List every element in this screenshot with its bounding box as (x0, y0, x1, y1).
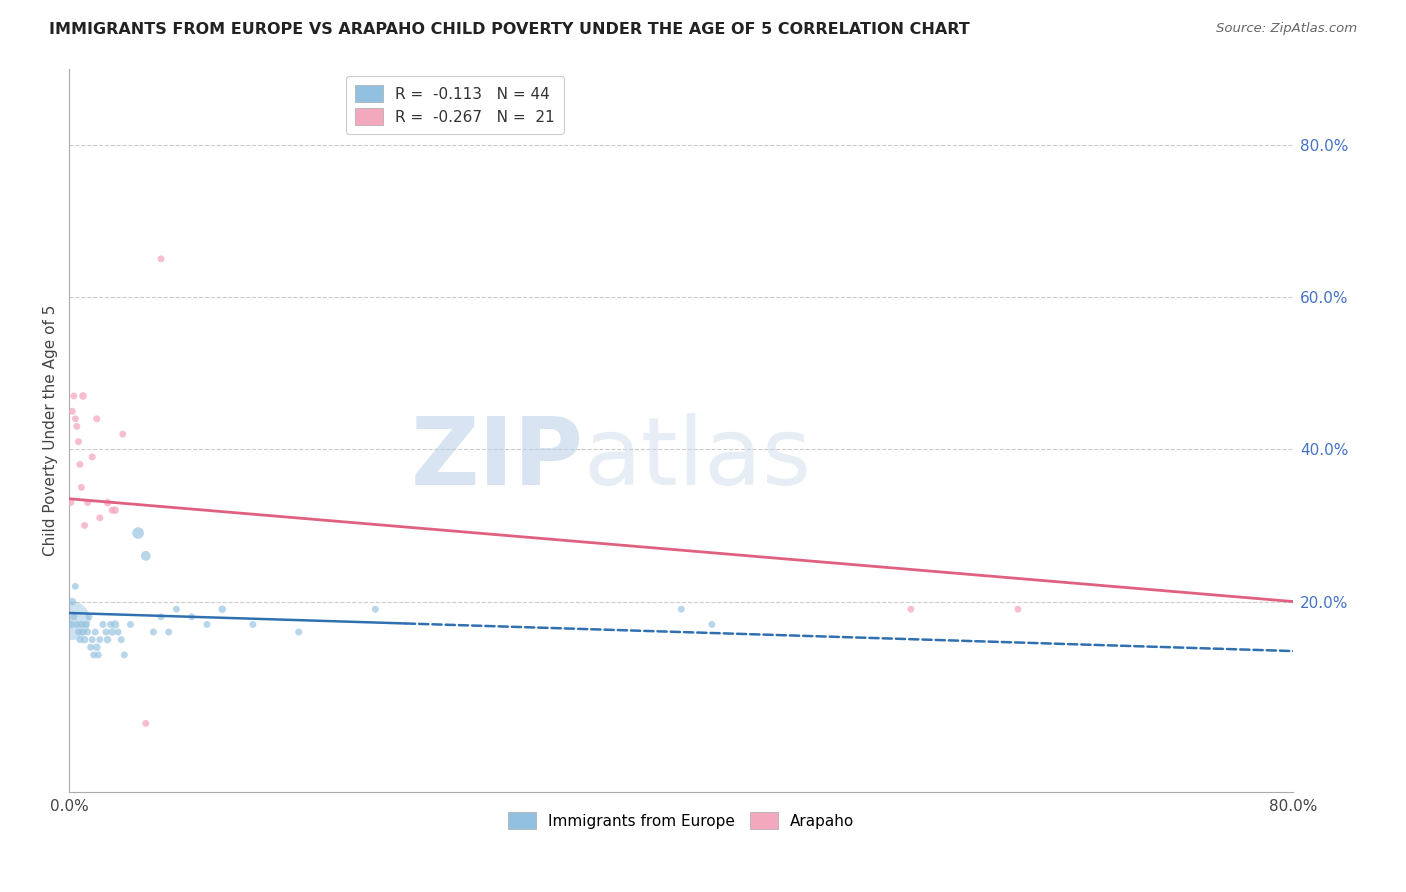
Point (73, 518, 96, 533)
Point (135, 716, 157, 731)
Point (65, 579, 87, 593)
Point (111, 427, 134, 442)
Point (104, 503, 127, 517)
Point (900, 602, 922, 616)
Point (63, 609, 86, 624)
Point (72, 389, 94, 403)
Point (59, 614, 82, 628)
Point (142, 625, 165, 640)
Point (86, 640, 108, 655)
Point (59, 617, 82, 632)
Point (165, 602, 187, 616)
Point (150, 609, 173, 624)
Point (211, 602, 233, 616)
Point (112, 648, 135, 662)
Point (91, 617, 114, 632)
Point (287, 625, 309, 640)
Point (59, 495, 82, 509)
Point (60, 594, 83, 608)
Point (76, 625, 98, 640)
Point (135, 549, 157, 563)
Point (82, 450, 104, 464)
Point (63, 389, 86, 403)
Point (96, 495, 118, 509)
Point (195, 617, 218, 632)
Point (700, 617, 723, 632)
Point (75, 617, 97, 632)
Point (72, 625, 94, 640)
Point (671, 602, 693, 616)
Point (66, 419, 89, 434)
Y-axis label: Child Poverty Under the Age of 5: Child Poverty Under the Age of 5 (44, 304, 58, 556)
Point (242, 617, 264, 632)
Point (127, 526, 149, 541)
Point (69, 458, 91, 472)
Point (107, 625, 129, 640)
Legend: Immigrants from Europe, Arapaho: Immigrants from Europe, Arapaho (502, 806, 860, 835)
Point (120, 617, 142, 632)
Point (89, 511, 111, 525)
Point (101, 503, 124, 517)
Point (101, 625, 124, 640)
Point (89, 632, 111, 647)
Point (77, 609, 100, 624)
Point (67, 625, 90, 640)
Point (87, 648, 110, 662)
Point (67, 434, 90, 449)
Point (96, 632, 118, 647)
Point (76, 495, 98, 509)
Point (83, 648, 105, 662)
Point (66, 617, 89, 632)
Point (364, 602, 387, 616)
Point (69, 632, 91, 647)
Point (86, 412, 108, 426)
Point (82, 632, 104, 647)
Point (100, 617, 122, 632)
Text: ZIP: ZIP (411, 413, 583, 505)
Text: atlas: atlas (583, 413, 811, 505)
Point (70, 480, 93, 494)
Point (73, 632, 96, 647)
Point (1007, 602, 1029, 616)
Point (94, 625, 117, 640)
Point (180, 609, 202, 624)
Point (157, 625, 180, 640)
Point (104, 617, 127, 632)
Point (65, 412, 87, 426)
Text: Source: ZipAtlas.com: Source: ZipAtlas.com (1216, 22, 1357, 36)
Point (110, 632, 132, 647)
Point (79, 640, 101, 655)
Text: IMMIGRANTS FROM EUROPE VS ARAPAHO CHILD POVERTY UNDER THE AGE OF 5 CORRELATION C: IMMIGRANTS FROM EUROPE VS ARAPAHO CHILD … (49, 22, 970, 37)
Point (60, 404, 83, 418)
Point (70, 617, 93, 632)
Point (84, 625, 107, 640)
Point (150, 252, 173, 266)
